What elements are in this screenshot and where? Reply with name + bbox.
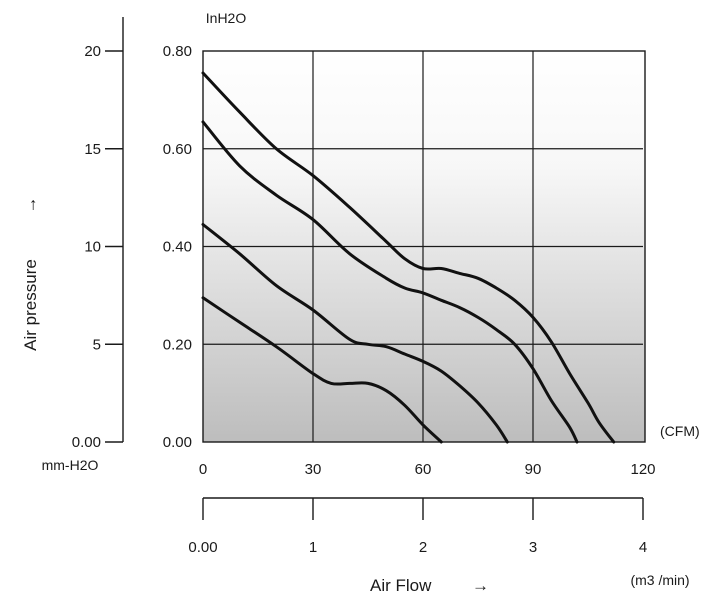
inh2o-tick-label: 0.20 [163, 336, 192, 353]
cfm-tick-label: 0 [199, 461, 207, 478]
mm-h2o-unit: mm-H2O [42, 457, 99, 473]
grid-lines [203, 51, 643, 442]
cfm-tick-label: 120 [630, 461, 655, 478]
pressure-curves [201, 71, 616, 444]
pressure-curve-2 [201, 120, 579, 444]
mm-h2o-tick-label: 15 [84, 141, 101, 158]
cfm-tick-label: 60 [415, 461, 432, 478]
inh2o-tick-label: 0.00 [163, 434, 192, 451]
m3-min-ticks: 0.00 1 2 3 4 [188, 498, 647, 556]
y-axis-title: Air pressure [21, 259, 40, 351]
inh2o-unit: InH2O [206, 10, 247, 26]
mm-h2o-tick-label: 20 [84, 43, 101, 60]
cfm-tick-label: 90 [525, 461, 542, 478]
inh2o-tick-label: 0.60 [163, 141, 192, 158]
m3-min-unit: (m3 /min) [630, 572, 689, 588]
mm-h2o-tick-label: 5 [93, 336, 101, 353]
cfm-tick-label: 30 [305, 461, 322, 478]
cfm-unit: (CFM) [660, 423, 700, 439]
m3-min-tick-label: 0.00 [188, 539, 217, 556]
y-axis-arrow: → [21, 197, 40, 214]
m3-min-tick-label: 4 [639, 539, 647, 556]
inh2o-tick-label: 0.40 [163, 239, 192, 256]
mm-h2o-tick-label: 0.00 [72, 434, 101, 451]
x-axis-arrow: → [472, 576, 489, 595]
x-axis-title: Air Flow [370, 576, 432, 595]
pressure-curve-4 [201, 296, 443, 444]
cfm-ticks: 0 30 60 90 120 [199, 461, 656, 478]
pressure-curve-1 [201, 71, 616, 444]
inh2o-tick-label: 0.80 [163, 43, 192, 60]
inh2o-ticks: 0.00 0.20 0.40 0.60 0.80 [163, 43, 192, 451]
mm-h2o-tick-label: 10 [84, 239, 101, 256]
m3-min-tick-label: 1 [309, 539, 317, 556]
m3-min-tick-label: 3 [529, 539, 537, 556]
pressure-curve-3 [201, 223, 509, 444]
mm-h2o-ticks: 0.00 5 10 15 20 [72, 43, 123, 451]
m3-min-tick-label: 2 [419, 539, 427, 556]
